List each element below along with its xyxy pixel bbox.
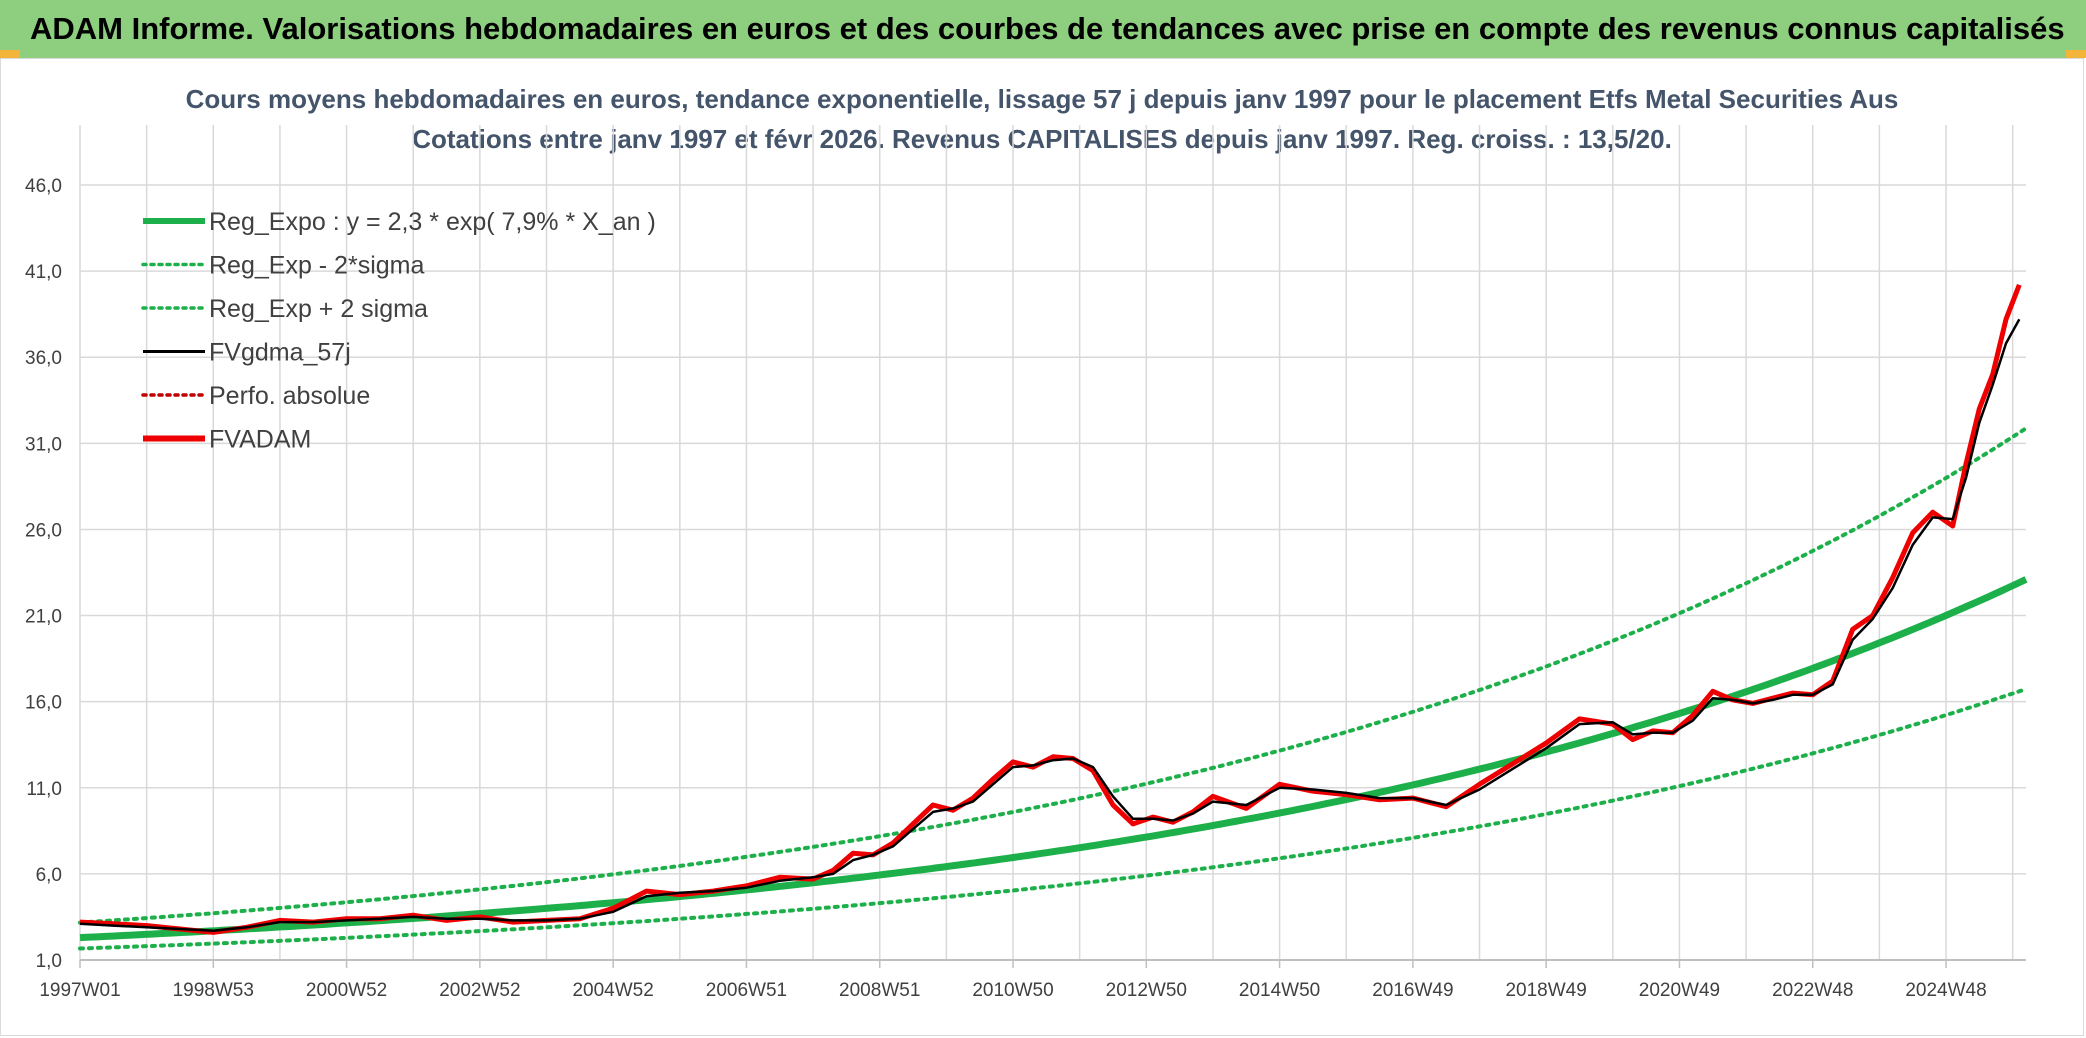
y-tick-label: 11,0 — [26, 779, 62, 800]
legend-label: Reg_Exp - 2*sigma — [209, 252, 424, 280]
x-axis-ticks: 1997W01 1998W53 2000W52 2002W52 2004W52 2006W… — [39, 960, 1987, 1001]
x-tick-label: 2016W49 — [1372, 980, 1453, 1001]
y-tick-label: 21,0 — [25, 607, 62, 628]
x-tick-label: 2014W50 — [1239, 980, 1320, 1001]
y-tick-label: 36,0 — [25, 348, 62, 369]
legend-label: Reg_Exp + 2 sigma — [209, 295, 428, 323]
y-tick-label: 31,0 — [25, 434, 62, 455]
x-tick-label: 1998W53 — [173, 980, 254, 1001]
x-tick-label: 2018W49 — [1505, 980, 1586, 1001]
x-tick-label: 2024W48 — [1905, 980, 1986, 1001]
x-tick-label: 2000W52 — [306, 980, 387, 1001]
y-tick-label: 6,0 — [36, 865, 62, 886]
x-tick-label: 2004W52 — [572, 980, 653, 1001]
grid — [79, 125, 2026, 961]
legend-entry: Perfo. absolue — [141, 382, 370, 410]
y-tick-label: 1,0 — [36, 951, 62, 972]
x-tick-label: 2002W52 — [439, 980, 520, 1001]
chart-frame — [0, 58, 2084, 1036]
corner-accent-left — [0, 50, 20, 58]
legend-entry: FVADAM — [143, 426, 311, 454]
legend-label: FVADAM — [209, 426, 311, 454]
legend-entry: Reg_Exp + 2 sigma — [141, 295, 428, 323]
y-tick-label: 26,0 — [25, 520, 62, 541]
legend: Reg_Expo : y = 2,3 * exp( 7,9% * X_an ) R… — [141, 208, 656, 454]
chart-title: Cours moyens hebdomadaires en euros, ten… — [186, 84, 1899, 114]
legend-entry: FVgdma_57j — [143, 339, 351, 367]
legend-label: FVgdma_57j — [209, 339, 351, 367]
corner-accent-right — [2066, 50, 2086, 58]
series-fvgdma-57j — [79, 318, 2021, 932]
series-reg-plus-2sigma — [78, 426, 2028, 925]
series-reg-minus-2sigma — [78, 687, 2028, 951]
x-tick-label: 2010W50 — [972, 980, 1053, 1001]
y-axis-ticks: 46,0 41,0 36,0 31,0 26,0 21,0 16,0 11,0 6,0 1,0 — [25, 176, 62, 972]
legend-entry: Reg_Exp - 2*sigma — [141, 252, 424, 280]
x-tick-label: 2008W51 — [839, 980, 920, 1001]
x-tick-label: 1997W01 — [39, 980, 120, 1001]
y-tick-label: 41,0 — [25, 262, 62, 283]
x-tick-label: 2022W48 — [1772, 980, 1853, 1001]
series — [78, 283, 2028, 951]
legend-entry: Reg_Expo : y = 2,3 * exp( 7,9% * X_an ) — [143, 208, 656, 236]
y-tick-label: 46,0 — [25, 176, 62, 197]
series-fvadam — [79, 283, 2022, 935]
x-tick-label: 2012W50 — [1106, 980, 1187, 1001]
x-tick-label: 2006W51 — [706, 980, 787, 1001]
legend-label: Reg_Expo : y = 2,3 * exp( 7,9% * X_an ) — [209, 208, 656, 236]
report-banner: ADAM Informe. Valorisations hebdomadaire… — [0, 0, 2086, 58]
legend-label: Perfo. absolue — [209, 382, 370, 410]
y-tick-label: 16,0 — [25, 693, 62, 714]
chart-subtitle: Cotations entre janv 1997 et févr 2026. … — [412, 124, 1672, 154]
x-tick-label: 2020W49 — [1639, 980, 1720, 1001]
